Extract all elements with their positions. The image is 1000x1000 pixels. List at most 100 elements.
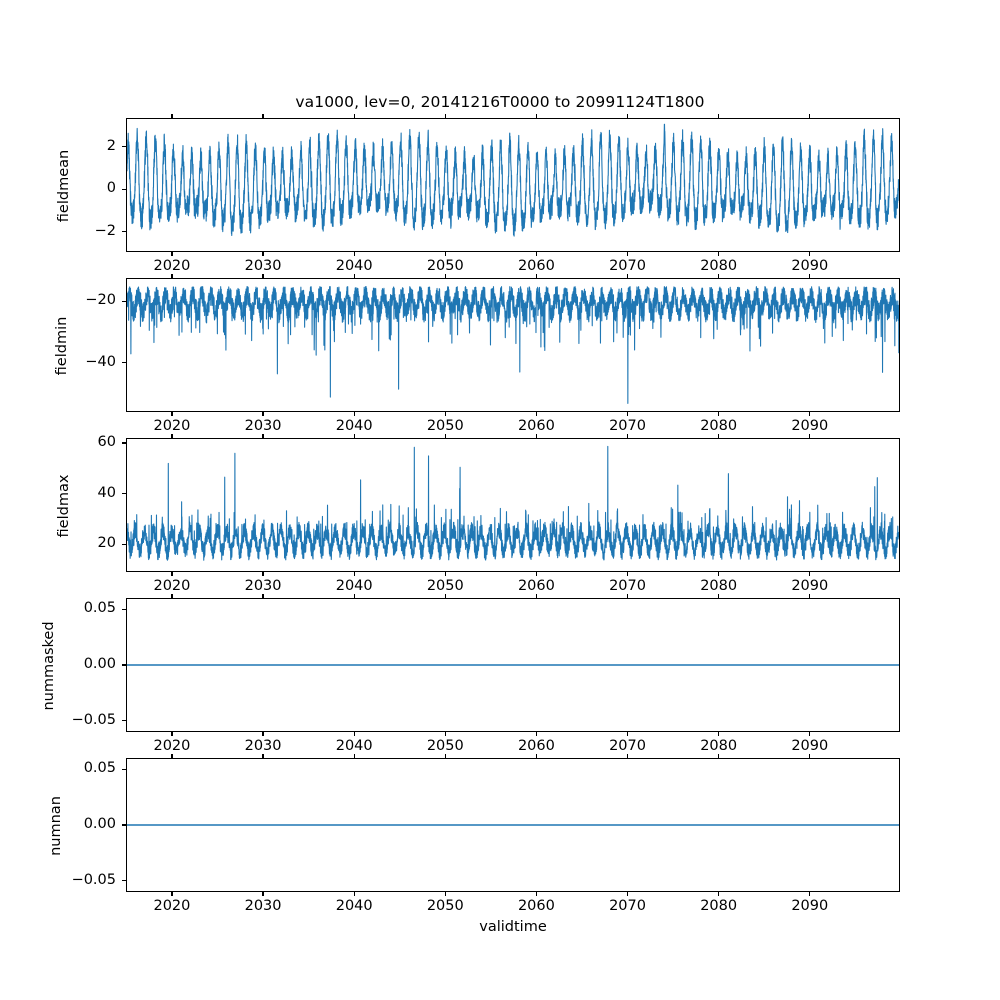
x-tick-mark-top — [626, 433, 629, 438]
x-tick-label: 2050 — [426, 258, 464, 274]
x-tick-label: 2030 — [244, 258, 282, 274]
x-tick-mark — [718, 732, 720, 737]
x-tick-label: 2030 — [244, 578, 282, 594]
plot-line-nummasked — [127, 664, 899, 666]
plot-line-fieldmean — [127, 123, 899, 237]
plot-panel-nummasked — [126, 598, 900, 732]
x-tick-mark — [535, 412, 537, 417]
plot-panel-numnan — [126, 758, 900, 892]
x-tick-mark-top — [626, 113, 629, 118]
x-tick-label: 2040 — [335, 578, 373, 594]
x-tick-label: 2050 — [426, 578, 464, 594]
x-tick-mark-top — [809, 433, 811, 438]
x-tick-label: 2020 — [153, 898, 191, 914]
y-tick-label: −0.05 — [71, 711, 116, 728]
x-tick-mark-top — [171, 753, 173, 758]
x-tick-mark — [718, 412, 720, 417]
x-tick-mark-top — [444, 113, 446, 118]
y-tick-mark — [121, 231, 126, 233]
x-tick-mark-top — [718, 593, 720, 598]
x-tick-label: 2090 — [791, 418, 829, 434]
x-tick-mark — [171, 732, 173, 737]
x-tick-label: 2070 — [609, 578, 646, 594]
x-tick-label: 2070 — [609, 418, 646, 434]
x-tick-label: 2060 — [517, 258, 555, 274]
x-tick-label: 2080 — [700, 738, 738, 754]
x-tick-mark-top — [353, 433, 355, 438]
x-tick-mark — [626, 252, 629, 257]
x-tick-mark-top — [535, 593, 537, 598]
x-tick-mark — [262, 732, 264, 737]
x-tick-mark-top — [718, 753, 720, 758]
x-tick-label: 2050 — [426, 738, 464, 754]
x-tick-mark — [444, 412, 446, 417]
x-tick-mark-top — [718, 113, 720, 118]
x-tick-mark — [626, 732, 629, 737]
x-tick-mark — [809, 412, 811, 417]
x-tick-mark-top — [535, 273, 537, 278]
x-tick-mark — [718, 892, 720, 897]
x-tick-mark — [809, 252, 811, 257]
y-tick-mark — [121, 442, 126, 444]
x-tick-mark-top — [171, 273, 173, 278]
x-tick-mark — [444, 732, 446, 737]
x-tick-label: 2080 — [700, 418, 738, 434]
x-tick-mark — [718, 572, 720, 577]
x-tick-mark-top — [171, 593, 173, 598]
x-tick-mark — [444, 572, 446, 577]
x-tick-mark-top — [353, 113, 355, 118]
y-tick-label: −40 — [85, 353, 116, 370]
x-tick-label: 2020 — [153, 738, 191, 754]
x-tick-label: 2030 — [244, 898, 282, 914]
x-tick-mark-top — [626, 273, 629, 278]
plot-line-fieldmin — [127, 286, 899, 404]
x-tick-mark — [444, 252, 446, 257]
x-tick-mark-top — [535, 433, 537, 438]
y-tick-mark — [121, 664, 126, 666]
x-tick-label: 2080 — [700, 898, 738, 914]
x-tick-label: 2060 — [517, 738, 555, 754]
x-tick-label: 2060 — [517, 898, 555, 914]
x-tick-mark — [353, 732, 355, 737]
plot-panel-fieldmean — [126, 118, 900, 252]
x-tick-mark — [809, 732, 811, 737]
x-tick-label: 2090 — [791, 738, 829, 754]
x-tick-mark-top — [444, 433, 446, 438]
x-tick-mark-top — [171, 433, 173, 438]
x-tick-mark — [626, 572, 629, 577]
x-tick-label: 2020 — [153, 578, 191, 594]
x-tick-label: 2090 — [791, 898, 829, 914]
x-tick-mark — [171, 252, 173, 257]
x-tick-label: 2030 — [244, 418, 282, 434]
y-tick-label: −2 — [94, 222, 116, 239]
y-tick-mark — [121, 608, 126, 610]
x-tick-label: 2050 — [426, 418, 464, 434]
plot-panel-fieldmax — [126, 438, 900, 572]
x-tick-mark — [353, 892, 355, 897]
x-tick-label: 2070 — [609, 258, 646, 274]
x-tick-label: 2090 — [791, 258, 829, 274]
plot-line-fieldmax — [127, 445, 899, 561]
x-tick-mark — [535, 572, 537, 577]
x-tick-label: 2040 — [335, 898, 373, 914]
x-tick-mark-top — [535, 753, 537, 758]
x-tick-mark-top — [262, 593, 264, 598]
y-tick-mark — [121, 880, 126, 882]
x-tick-mark — [171, 412, 173, 417]
y-tick-mark — [121, 543, 126, 545]
x-tick-mark-top — [626, 753, 629, 758]
x-tick-mark — [353, 572, 355, 577]
figure-title: va1000, lev=0, 20141216T0000 to 20991124… — [295, 93, 705, 111]
x-tick-mark — [262, 252, 264, 257]
x-tick-mark — [809, 572, 811, 577]
x-tick-label: 2040 — [335, 418, 373, 434]
y-tick-label: 60 — [97, 434, 116, 451]
x-tick-mark-top — [262, 433, 264, 438]
y-tick-mark — [121, 824, 126, 826]
x-axis-label: validtime — [479, 919, 547, 935]
x-tick-mark — [262, 412, 264, 417]
y-tick-label: 0.00 — [83, 656, 116, 672]
x-tick-mark-top — [262, 273, 264, 278]
x-tick-mark-top — [626, 593, 629, 598]
x-tick-mark-top — [444, 593, 446, 598]
